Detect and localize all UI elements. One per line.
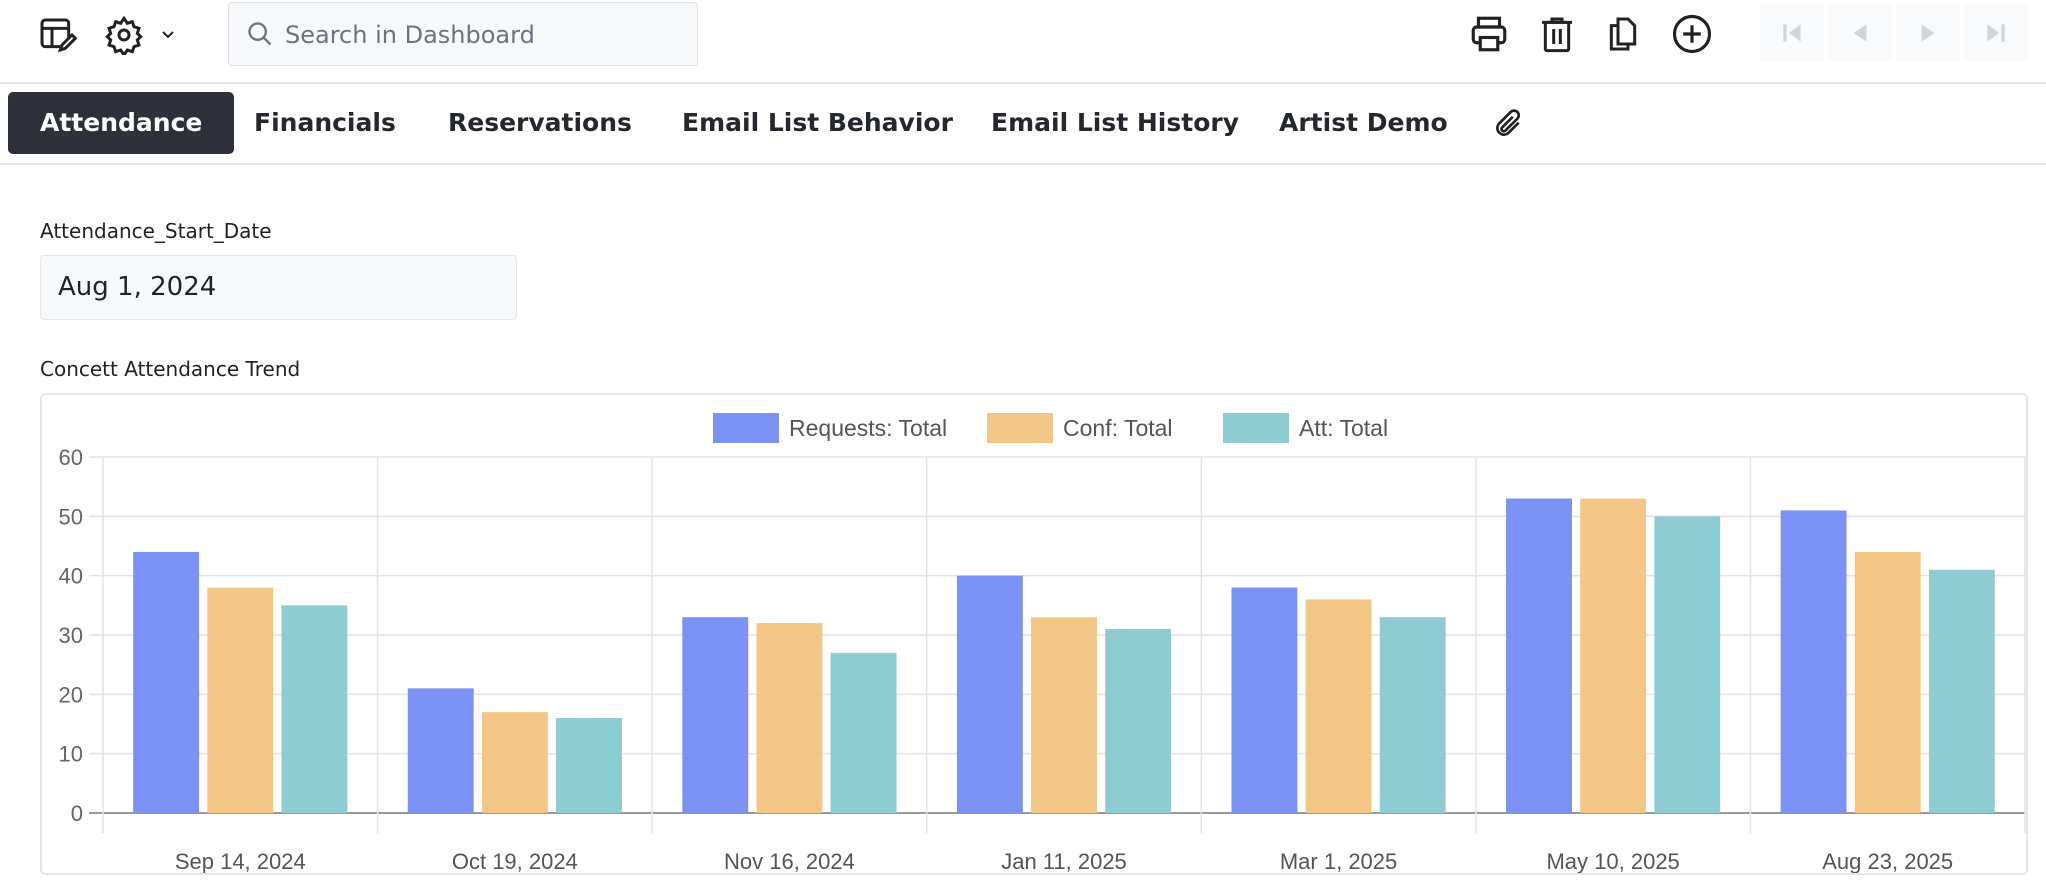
- y-tick-label: 50: [59, 504, 83, 529]
- tab-email-list-behavior[interactable]: Email List Behavior: [682, 108, 953, 137]
- bar-att: [556, 718, 622, 813]
- x-tick-label: Oct 19, 2024: [452, 849, 578, 873]
- tab-financials[interactable]: Financials: [254, 108, 396, 137]
- x-tick-label: Nov 16, 2024: [724, 849, 855, 873]
- paperclip-icon[interactable]: [1490, 106, 1526, 142]
- legend-swatch: [987, 413, 1053, 443]
- print-icon[interactable]: [1467, 12, 1511, 56]
- chevron-down-icon[interactable]: [156, 22, 180, 46]
- legend-swatch: [1223, 413, 1289, 443]
- bar-att: [1654, 516, 1721, 813]
- tab-artist-demo[interactable]: Artist Demo: [1279, 108, 1448, 137]
- toolbar: [0, 0, 2046, 84]
- y-tick-label: 60: [59, 445, 83, 470]
- bar-requests: [407, 688, 474, 813]
- x-tick-label: Mar 1, 2025: [1280, 849, 1397, 873]
- bar-att: [1928, 569, 1995, 813]
- bar-att: [830, 652, 897, 813]
- search-box[interactable]: [228, 2, 698, 67]
- bar-conf: [1305, 599, 1372, 813]
- first-page-icon[interactable]: [1760, 4, 1824, 62]
- y-tick-label: 0: [71, 801, 83, 826]
- bar-requests: [1780, 510, 1847, 813]
- tab-email-list-history[interactable]: Email List History: [991, 108, 1239, 137]
- previous-page-icon[interactable]: [1828, 4, 1892, 62]
- bar-conf: [756, 623, 823, 813]
- filter-label: Attendance_Start_Date: [40, 219, 272, 243]
- bar-att: [281, 605, 348, 813]
- tab-attendance[interactable]: Attendance: [8, 92, 235, 154]
- bar-att: [1379, 617, 1446, 813]
- bar-conf: [207, 587, 274, 813]
- bar-requests: [956, 575, 1023, 813]
- bar-requests: [133, 551, 200, 813]
- y-tick-label: 40: [59, 564, 83, 589]
- next-page-icon[interactable]: [1896, 4, 1960, 62]
- chart-container: Requests: Total Conf: Total Att: Total 0 10 2…: [40, 393, 2028, 875]
- bar-requests: [1506, 498, 1572, 813]
- legend-label: Conf: Total: [1063, 415, 1173, 441]
- bar-requests: [682, 617, 749, 813]
- search-icon: [245, 19, 275, 49]
- start-date-input[interactable]: Aug 1, 2024: [40, 255, 517, 320]
- edit-dashboard-icon[interactable]: [36, 14, 78, 56]
- attendance-bar-chart: Requests: Total Conf: Total Att: Total 0 10 2…: [59, 413, 2026, 874]
- legend-swatch: [713, 413, 779, 443]
- bar-requests: [1231, 587, 1298, 813]
- tab-bar: Attendance Financials Reservations Email…: [0, 84, 2046, 165]
- x-tick-label: May 10, 2025: [1546, 849, 1679, 873]
- y-tick-label: 10: [59, 742, 83, 767]
- legend-label: Att: Total: [1299, 415, 1388, 441]
- bar-conf: [1031, 617, 1097, 813]
- add-circle-icon[interactable]: [1670, 12, 1714, 56]
- legend-label: Requests: Total: [789, 415, 947, 441]
- bar-conf: [1854, 551, 1921, 813]
- search-input[interactable]: [283, 3, 687, 67]
- bar-conf: [1580, 498, 1647, 813]
- tab-reservations[interactable]: Reservations: [448, 108, 632, 137]
- y-tick-label: 30: [59, 623, 83, 648]
- bar-att: [1105, 629, 1172, 813]
- x-tick-label: Sep 14, 2024: [175, 849, 306, 873]
- chart-title: Concett Attendance Trend: [40, 357, 301, 381]
- gear-icon[interactable]: [102, 14, 146, 56]
- x-tick-label: Jan 11, 2025: [1001, 849, 1127, 873]
- bar-conf: [481, 712, 548, 813]
- last-page-icon[interactable]: [1964, 4, 2028, 62]
- x-tick-label: Aug 23, 2025: [1822, 849, 1953, 873]
- y-tick-label: 20: [59, 682, 83, 707]
- trash-icon[interactable]: [1536, 12, 1578, 56]
- duplicate-icon[interactable]: [1602, 12, 1644, 56]
